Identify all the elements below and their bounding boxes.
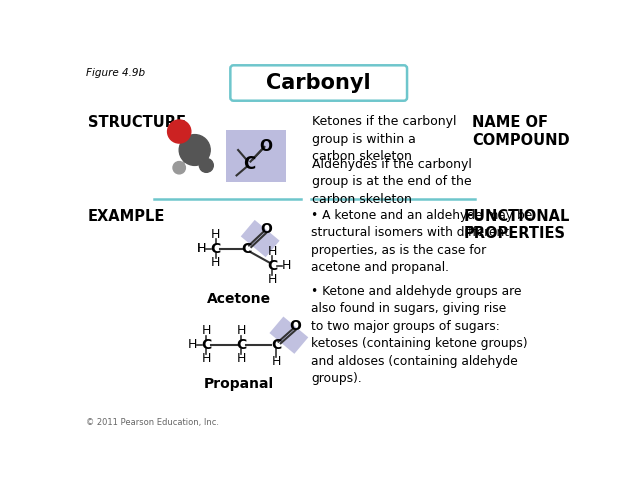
- Text: H: H: [271, 355, 281, 368]
- Text: Aldehydes if the carbonyl
group is at the end of the
carbon skeleton: Aldehydes if the carbonyl group is at th…: [312, 158, 472, 206]
- Text: C: C: [211, 241, 221, 255]
- Text: H: H: [268, 245, 277, 258]
- Text: H: H: [268, 273, 277, 286]
- Text: C: C: [201, 338, 211, 352]
- Text: O: O: [260, 222, 272, 236]
- Text: Ketones if the carbonyl
group is within a
carbon skeleton: Ketones if the carbonyl group is within …: [312, 115, 457, 163]
- Text: H: H: [237, 352, 246, 365]
- Text: O: O: [289, 319, 301, 333]
- Text: H: H: [237, 324, 246, 337]
- Circle shape: [173, 162, 186, 174]
- FancyBboxPatch shape: [230, 65, 407, 101]
- Text: C: C: [236, 338, 246, 352]
- Text: • A ketone and an aldehyde may be
structural isomers with different
properties, : • A ketone and an aldehyde may be struct…: [311, 208, 532, 274]
- Text: H: H: [197, 242, 206, 255]
- Text: C: C: [271, 338, 281, 352]
- Circle shape: [168, 120, 191, 143]
- Text: NAME OF
COMPOUND: NAME OF COMPOUND: [472, 115, 570, 148]
- Text: H: H: [211, 256, 220, 269]
- Text: C: C: [243, 155, 255, 173]
- Text: Carbonyl: Carbonyl: [266, 73, 371, 93]
- Text: STRUCTURE: STRUCTURE: [88, 115, 186, 131]
- Circle shape: [179, 134, 210, 166]
- Text: H: H: [211, 228, 220, 241]
- Text: © 2011 Pearson Education, Inc.: © 2011 Pearson Education, Inc.: [86, 418, 219, 427]
- Text: H: H: [197, 242, 206, 255]
- Text: C: C: [241, 241, 252, 255]
- Text: H: H: [188, 338, 197, 351]
- Text: H: H: [282, 259, 291, 272]
- Text: H: H: [202, 324, 211, 337]
- Bar: [226, 130, 286, 182]
- Text: EXAMPLE: EXAMPLE: [88, 208, 165, 224]
- Text: O: O: [259, 139, 273, 154]
- Polygon shape: [241, 220, 280, 257]
- Text: H: H: [202, 352, 211, 365]
- Text: Figure 4.9b: Figure 4.9b: [86, 68, 145, 78]
- Text: Propanal: Propanal: [204, 377, 274, 391]
- Circle shape: [199, 158, 213, 172]
- Text: FUNCTIONAL
PROPERTIES: FUNCTIONAL PROPERTIES: [463, 208, 570, 241]
- Text: Acetone: Acetone: [207, 292, 271, 306]
- Text: • Ketone and aldehyde groups are
also found in sugars, giving rise
to two major : • Ketone and aldehyde groups are also fo…: [311, 285, 527, 385]
- Polygon shape: [269, 316, 308, 354]
- Text: C: C: [267, 259, 277, 273]
